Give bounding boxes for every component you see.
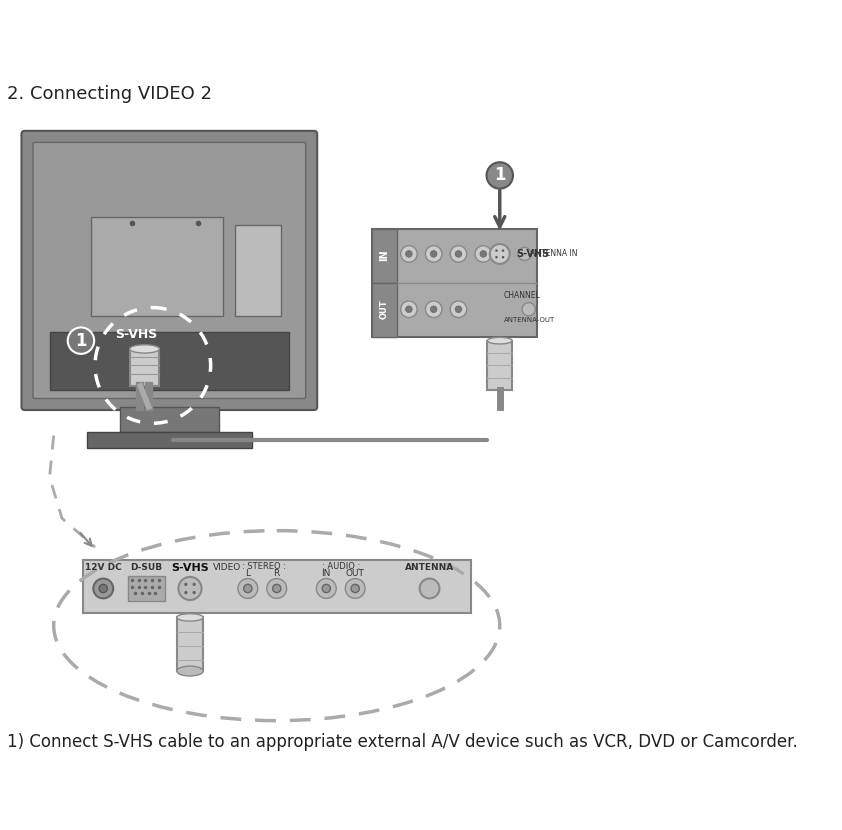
Circle shape (93, 579, 113, 598)
Text: S-VHS: S-VHS (171, 563, 209, 573)
Circle shape (495, 249, 498, 251)
Bar (91, 217, 223, 316)
Text: VIDEO: VIDEO (213, 564, 242, 573)
Circle shape (456, 251, 461, 257)
Circle shape (502, 256, 504, 258)
Circle shape (243, 584, 252, 593)
Circle shape (490, 244, 509, 264)
Ellipse shape (177, 613, 203, 621)
Circle shape (273, 584, 281, 593)
Text: 1) Connect S-VHS cable to an appropriate external A/V device such as VCR, DVD or: 1) Connect S-VHS cable to an appropriate… (7, 733, 797, 751)
Circle shape (480, 251, 487, 257)
Bar (50, 332, 289, 390)
Bar (83, 559, 471, 613)
Text: ANTENNA-OUT: ANTENNA-OUT (504, 317, 555, 323)
Circle shape (502, 249, 504, 251)
Ellipse shape (177, 666, 203, 676)
FancyBboxPatch shape (22, 131, 317, 410)
Circle shape (456, 306, 461, 313)
Bar (371, 283, 397, 336)
FancyBboxPatch shape (33, 143, 306, 398)
Circle shape (99, 584, 108, 593)
Circle shape (267, 579, 286, 598)
Text: IN: IN (379, 250, 389, 261)
Circle shape (430, 306, 437, 313)
Circle shape (425, 301, 442, 318)
Circle shape (425, 246, 442, 262)
Circle shape (322, 584, 330, 593)
Circle shape (401, 246, 417, 262)
Text: D-SUB: D-SUB (131, 564, 163, 573)
Circle shape (193, 591, 196, 594)
Circle shape (401, 301, 417, 318)
Text: R: R (274, 569, 280, 579)
Text: OUT: OUT (346, 569, 365, 579)
Bar (371, 229, 537, 336)
Text: 1: 1 (75, 332, 87, 349)
Text: S-VHS: S-VHS (516, 249, 550, 259)
Bar (177, 618, 203, 671)
Bar (87, 432, 252, 448)
Circle shape (450, 301, 466, 318)
Text: CHANNEL: CHANNEL (504, 290, 541, 300)
Circle shape (522, 303, 536, 316)
Circle shape (495, 256, 498, 258)
Bar (236, 225, 281, 316)
Text: 1: 1 (494, 167, 505, 184)
Ellipse shape (130, 344, 159, 353)
Text: ANTENNA: ANTENNA (405, 564, 454, 573)
Circle shape (475, 246, 492, 262)
Bar (128, 576, 165, 601)
Circle shape (67, 328, 94, 354)
Circle shape (487, 162, 513, 188)
Ellipse shape (488, 337, 512, 344)
Circle shape (406, 251, 413, 257)
Text: 12V DC: 12V DC (85, 564, 121, 573)
Bar (488, 340, 512, 390)
Polygon shape (120, 407, 219, 432)
Text: S-VHS: S-VHS (115, 328, 157, 340)
Text: : AUDIO :: : AUDIO : (322, 562, 360, 571)
Circle shape (419, 579, 440, 598)
Text: OUT: OUT (380, 300, 389, 319)
Bar (130, 349, 159, 386)
Circle shape (406, 306, 413, 313)
Circle shape (238, 579, 258, 598)
Bar (371, 229, 397, 283)
Circle shape (351, 584, 360, 593)
Circle shape (518, 247, 531, 261)
Circle shape (179, 577, 201, 600)
Text: L: L (245, 569, 250, 579)
Text: IN: IN (322, 569, 331, 579)
Circle shape (450, 246, 466, 262)
Circle shape (193, 583, 196, 586)
Text: ANTENNA IN: ANTENNA IN (530, 250, 578, 258)
Circle shape (345, 579, 365, 598)
Text: 2. Connecting VIDEO 2: 2. Connecting VIDEO 2 (7, 85, 211, 103)
Circle shape (430, 251, 437, 257)
Circle shape (184, 591, 188, 594)
Circle shape (184, 583, 188, 586)
Text: : STEREO :: : STEREO : (242, 562, 286, 571)
Circle shape (317, 579, 336, 598)
